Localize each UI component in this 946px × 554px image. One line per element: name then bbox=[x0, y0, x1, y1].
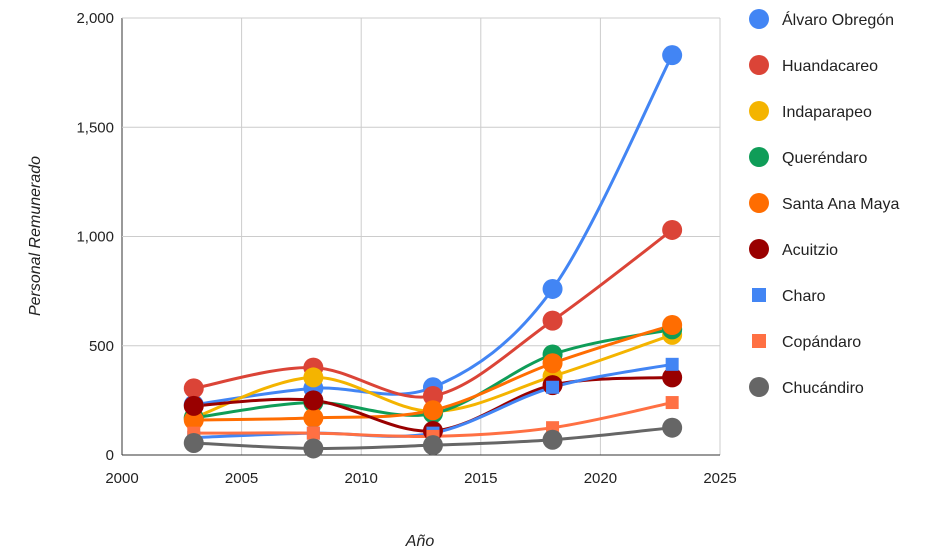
y-tick-label: 1,000 bbox=[76, 229, 114, 246]
legend-marker bbox=[749, 193, 769, 213]
legend-label: Acuitzio bbox=[782, 242, 838, 259]
x-tick-label: 2005 bbox=[225, 470, 258, 487]
x-axis-title: Año bbox=[405, 533, 435, 550]
legend-label: Chucándiro bbox=[782, 380, 864, 397]
y-axis-title: Personal Remunerado bbox=[27, 156, 44, 316]
series-line bbox=[193, 54, 674, 407]
data-point bbox=[662, 45, 683, 66]
x-tick-label: 2025 bbox=[703, 470, 736, 487]
data-point bbox=[422, 386, 443, 407]
data-point bbox=[303, 438, 324, 459]
y-axis-ticks: 0 500 1,000 1,500 2,000 bbox=[76, 10, 114, 464]
data-point bbox=[303, 390, 324, 411]
legend-marker bbox=[749, 377, 769, 397]
legend: Álvaro Obregón Huandacareo Indaparapeo Quer… bbox=[749, 9, 900, 397]
legend-marker bbox=[749, 101, 769, 121]
y-tick-label: 2,000 bbox=[76, 10, 114, 27]
data-point bbox=[303, 407, 324, 428]
data-point bbox=[665, 357, 679, 371]
data-point bbox=[542, 353, 563, 374]
data-point bbox=[542, 310, 563, 331]
legend-marker bbox=[752, 334, 766, 348]
legend-marker bbox=[749, 55, 769, 75]
data-point bbox=[422, 435, 443, 456]
x-axis-ticks: 2000 2005 2010 2015 2020 2025 bbox=[105, 470, 736, 487]
legend-label: Santa Ana Maya bbox=[782, 196, 900, 213]
legend-marker bbox=[752, 288, 766, 302]
legend-marker bbox=[749, 147, 769, 167]
legend-label: Queréndaro bbox=[782, 150, 867, 167]
legend-label: Charo bbox=[782, 288, 826, 305]
data-point bbox=[183, 432, 204, 453]
data-point bbox=[422, 400, 443, 421]
data-point bbox=[542, 278, 563, 299]
y-tick-label: 0 bbox=[106, 447, 114, 464]
data-point bbox=[665, 396, 679, 410]
legend-marker bbox=[749, 239, 769, 259]
data-point bbox=[183, 378, 204, 399]
x-tick-label: 2020 bbox=[584, 470, 617, 487]
data-point bbox=[546, 380, 560, 394]
data-point bbox=[662, 219, 683, 240]
y-tick-label: 1,500 bbox=[76, 119, 114, 136]
data-point bbox=[662, 417, 683, 438]
legend-marker bbox=[749, 9, 769, 29]
data-point bbox=[662, 314, 683, 335]
series-markers bbox=[183, 45, 683, 459]
x-tick-label: 2010 bbox=[345, 470, 378, 487]
x-tick-label: 2000 bbox=[105, 470, 138, 487]
legend-label: Indaparapeo bbox=[782, 104, 872, 121]
y-tick-label: 500 bbox=[89, 338, 114, 355]
legend-label: Copándaro bbox=[782, 334, 861, 351]
data-point bbox=[662, 367, 683, 388]
data-point bbox=[542, 429, 563, 450]
data-point bbox=[303, 367, 324, 388]
legend-label: Álvaro Obregón bbox=[782, 10, 894, 29]
grid bbox=[121, 17, 721, 456]
legend-label: Huandacareo bbox=[782, 58, 878, 75]
data-point bbox=[183, 410, 204, 431]
data-point bbox=[183, 395, 204, 416]
x-tick-label: 2015 bbox=[464, 470, 497, 487]
data-point bbox=[306, 426, 320, 440]
